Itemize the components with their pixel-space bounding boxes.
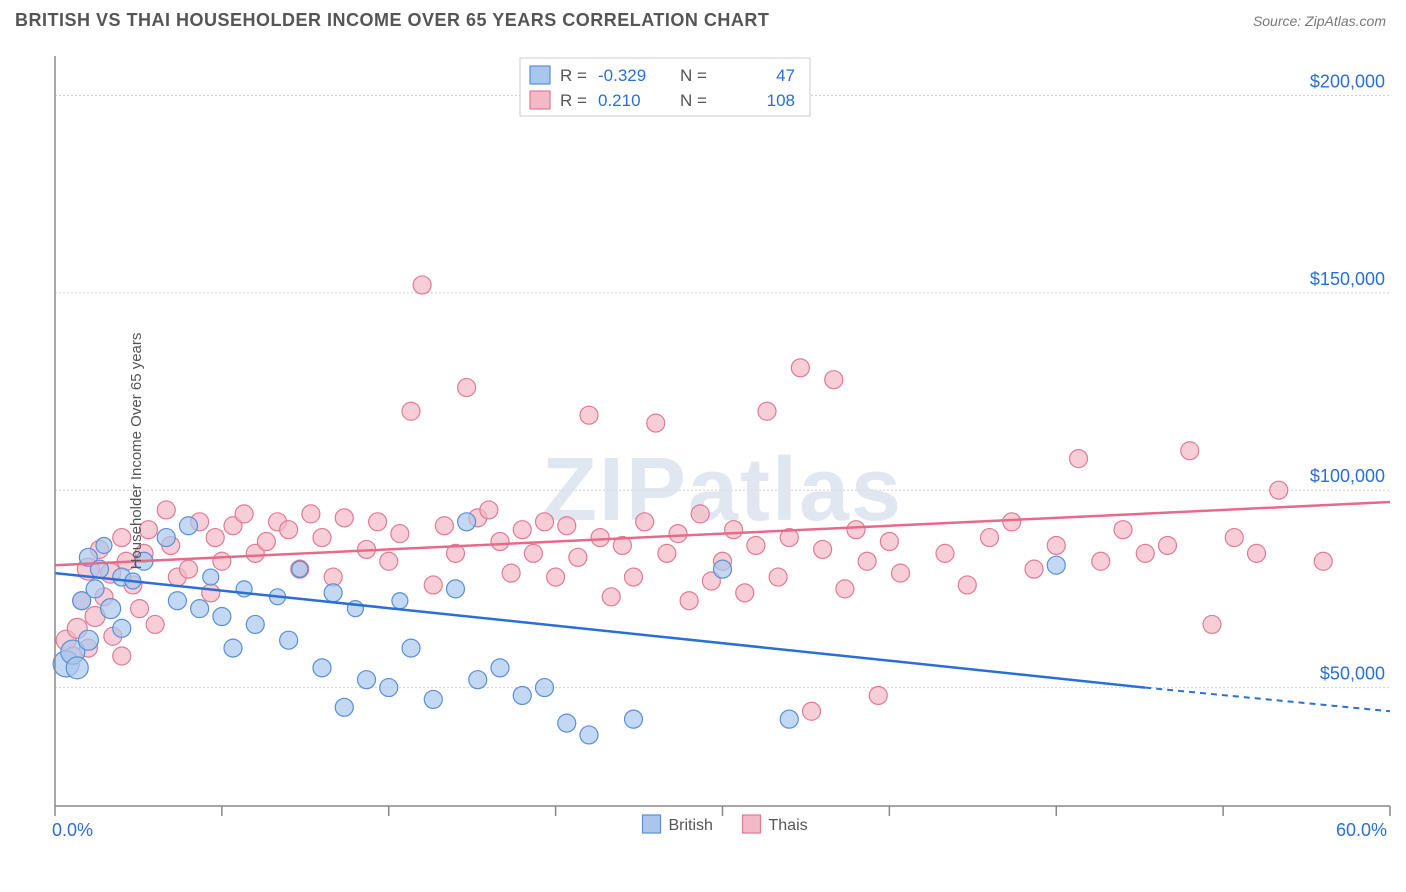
svg-text:0.0%: 0.0% — [52, 820, 93, 840]
scatter-chart: $50,000$100,000$150,000$200,000ZIPatlas0… — [0, 36, 1406, 866]
chart-title: BRITISH VS THAI HOUSEHOLDER INCOME OVER … — [15, 10, 769, 31]
svg-text:-0.329: -0.329 — [598, 66, 646, 85]
svg-text:N =: N = — [680, 66, 707, 85]
svg-text:$200,000: $200,000 — [1310, 71, 1385, 91]
source-label: Source: ZipAtlas.com — [1253, 13, 1386, 29]
svg-text:$50,000: $50,000 — [1320, 664, 1385, 684]
svg-text:108: 108 — [767, 91, 795, 110]
svg-text:0.210: 0.210 — [598, 91, 641, 110]
y-axis-label: Householder Income Over 65 years — [128, 333, 145, 570]
svg-text:R =: R = — [560, 91, 587, 110]
svg-text:60.0%: 60.0% — [1336, 820, 1387, 840]
svg-text:47: 47 — [776, 66, 795, 85]
svg-text:Thais: Thais — [769, 817, 808, 834]
svg-text:N =: N = — [680, 91, 707, 110]
svg-text:$100,000: $100,000 — [1310, 466, 1385, 486]
svg-text:British: British — [669, 817, 713, 834]
svg-text:R =: R = — [560, 66, 587, 85]
svg-text:$150,000: $150,000 — [1310, 269, 1385, 289]
